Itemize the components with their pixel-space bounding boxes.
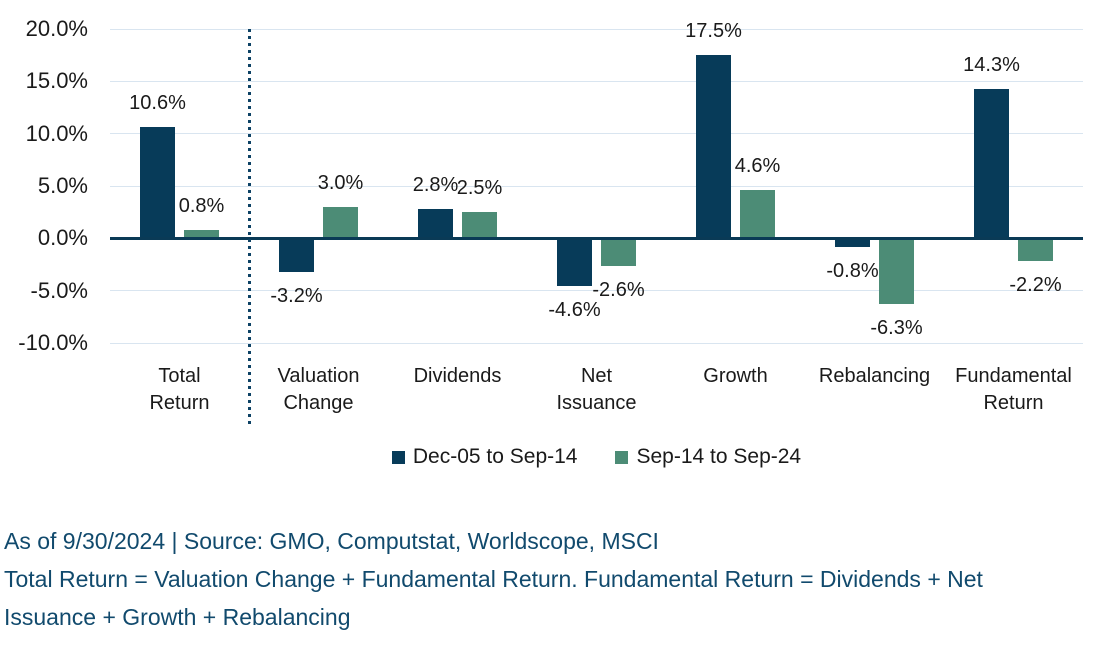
x-axis-category-label-line: Rebalancing <box>818 365 931 387</box>
gridline <box>110 28 1083 30</box>
bar-value-label: 17.5% <box>685 20 742 43</box>
x-axis-category-label: Rebalancing <box>809 363 940 390</box>
bar-value-label: 14.3% <box>963 53 1020 76</box>
x-axis-category-label-line: Fundamental <box>955 365 1072 387</box>
bar-value-label: -3.2% <box>270 284 323 307</box>
x-axis-category-label-line: Growth <box>703 365 768 387</box>
y-axis-tick-label: 20.0% <box>25 16 88 41</box>
x-axis-category-label-line: Change <box>283 392 354 414</box>
footnote-line: As of 9/30/2024 | Source: GMO, Computsta… <box>4 528 659 554</box>
legend-item: Dec-05 to Sep-14 <box>391 445 578 469</box>
footnote: As of 9/30/2024 | Source: GMO, Computsta… <box>4 522 1099 636</box>
bar <box>557 238 592 287</box>
bar-value-label: 10.6% <box>129 92 186 115</box>
bar-value-label: -4.6% <box>548 299 601 322</box>
x-axis-category-label: Valuation Change <box>253 363 384 417</box>
bar <box>462 212 497 239</box>
y-axis-tick-label: 0.0% <box>37 225 88 251</box>
bar <box>696 55 731 239</box>
bar <box>279 238 314 272</box>
bar-value-label: -2.2% <box>1009 274 1062 297</box>
legend-swatch-icon <box>391 450 405 464</box>
legend-item: Sep-14 to Sep-24 <box>615 445 801 469</box>
x-axis-category-label-line: Return <box>149 392 210 414</box>
y-axis-tick-label: 5.0% <box>37 173 88 198</box>
x-axis-category-label: Fundamental Return <box>948 363 1079 417</box>
bar <box>184 229 219 239</box>
zero-axis-line <box>110 236 1083 240</box>
x-axis-category-label: Total Return <box>114 363 245 417</box>
x-axis-category-label-line: Net <box>580 365 613 387</box>
legend-swatch-icon <box>615 450 629 464</box>
y-axis-tick-label: -10.0% <box>18 330 88 355</box>
gridline <box>110 290 1083 292</box>
x-axis-category-label-line: Total <box>158 365 201 387</box>
x-axis-category-label-line: Issuance <box>556 392 637 414</box>
footnote-line: Total Return = Valuation Change + Fundam… <box>4 566 983 592</box>
gridline <box>110 342 1083 344</box>
bar-value-label: 2.8% <box>412 174 459 197</box>
bar <box>418 209 453 239</box>
bar <box>1018 238 1053 262</box>
bar-value-label: 0.8% <box>178 194 225 217</box>
bar <box>140 127 175 239</box>
x-axis-category-label: Net Issuance <box>531 363 662 417</box>
bar-value-label: -6.3% <box>870 317 923 340</box>
x-axis-category-label-line: Dividends <box>413 365 502 387</box>
bar <box>323 206 358 239</box>
legend-label: Dec-05 to Sep-14 <box>412 445 578 468</box>
bar-value-label: 4.6% <box>734 155 781 178</box>
bar-value-label: 2.5% <box>456 177 503 200</box>
bar <box>879 238 914 305</box>
y-axis-tick-label: 10.0% <box>25 120 88 146</box>
x-axis-category-label: Growth <box>670 363 801 390</box>
legend-label: Sep-14 to Sep-24 <box>636 445 802 468</box>
bar <box>974 88 1009 239</box>
x-axis-category-label-line: Return <box>983 392 1044 414</box>
bar-value-label: -2.6% <box>592 278 645 301</box>
separator-dotted-line <box>247 29 251 425</box>
bar-value-label: 3.0% <box>317 171 364 194</box>
footnote-line: Issuance + Growth + Rebalancing <box>4 604 351 630</box>
bar <box>835 238 870 247</box>
x-axis-category-label: Dividends <box>392 363 523 390</box>
gridline <box>110 133 1083 135</box>
bar <box>740 190 775 239</box>
bar-value-label: -0.8% <box>826 259 879 282</box>
bar <box>601 238 636 266</box>
y-axis-tick-label: -5.0% <box>30 277 88 303</box>
x-axis-category-label-line: Valuation <box>277 365 360 387</box>
gridline <box>110 80 1083 82</box>
chart-legend: Dec-05 to Sep-14 Sep-14 to Sep-24 <box>110 445 1083 469</box>
gridline <box>110 185 1083 187</box>
y-axis-tick-label: 15.0% <box>25 68 88 94</box>
